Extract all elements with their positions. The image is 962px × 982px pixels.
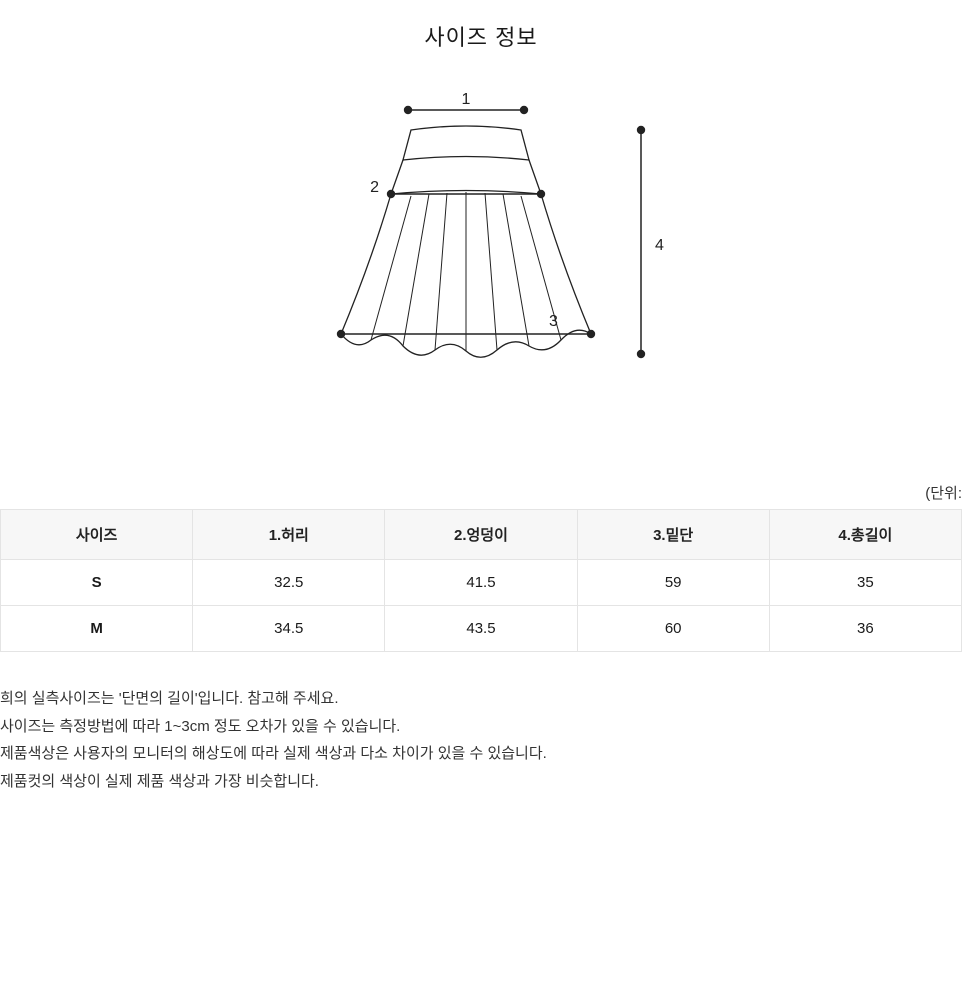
col-length: 4.총길이 <box>769 510 961 560</box>
cell: 35 <box>769 560 961 606</box>
cell: 43.5 <box>385 606 577 652</box>
diagram-label-4: 4 <box>655 237 664 254</box>
col-waist: 1.허리 <box>193 510 385 560</box>
table-header-row: 사이즈 1.허리 2.엉덩이 3.밑단 4.총길이 <box>1 510 962 560</box>
diagram-label-3: 3 <box>549 313 558 330</box>
note-line: 제품색상은 사용자의 모니터의 해상도에 따라 실제 색상과 다소 차이가 있을… <box>0 741 962 767</box>
col-hem: 3.밑단 <box>577 510 769 560</box>
skirt-diagram: 1 2 3 4 <box>271 92 691 392</box>
cell-size: S <box>1 560 193 606</box>
col-size: 사이즈 <box>1 510 193 560</box>
unit-note: (단위: <box>0 482 962 503</box>
cell: 34.5 <box>193 606 385 652</box>
size-table: 사이즈 1.허리 2.엉덩이 3.밑단 4.총길이 S 32.5 41.5 59… <box>0 509 962 652</box>
cell: 32.5 <box>193 560 385 606</box>
note-line: 희의 실측사이즈는 '단면의 길이'입니다. 참고해 주세요. <box>0 686 962 712</box>
cell: 41.5 <box>385 560 577 606</box>
note-line: 사이즈는 측정방법에 따라 1~3cm 정도 오차가 있을 수 있습니다. <box>0 714 962 740</box>
diagram-label-1: 1 <box>462 92 471 108</box>
page-title: 사이즈 정보 <box>0 20 962 52</box>
diagram-label-2: 2 <box>370 179 379 196</box>
table-row: M 34.5 43.5 60 36 <box>1 606 962 652</box>
cell: 59 <box>577 560 769 606</box>
diagram-container: 1 2 3 4 <box>0 92 962 392</box>
cell-size: M <box>1 606 193 652</box>
col-hip: 2.엉덩이 <box>385 510 577 560</box>
notes-block: 희의 실측사이즈는 '단면의 길이'입니다. 참고해 주세요. 사이즈는 측정방… <box>0 686 962 794</box>
note-line: 제품컷의 색상이 실제 제품 색상과 가장 비슷합니다. <box>0 769 962 795</box>
cell: 36 <box>769 606 961 652</box>
cell: 60 <box>577 606 769 652</box>
table-row: S 32.5 41.5 59 35 <box>1 560 962 606</box>
